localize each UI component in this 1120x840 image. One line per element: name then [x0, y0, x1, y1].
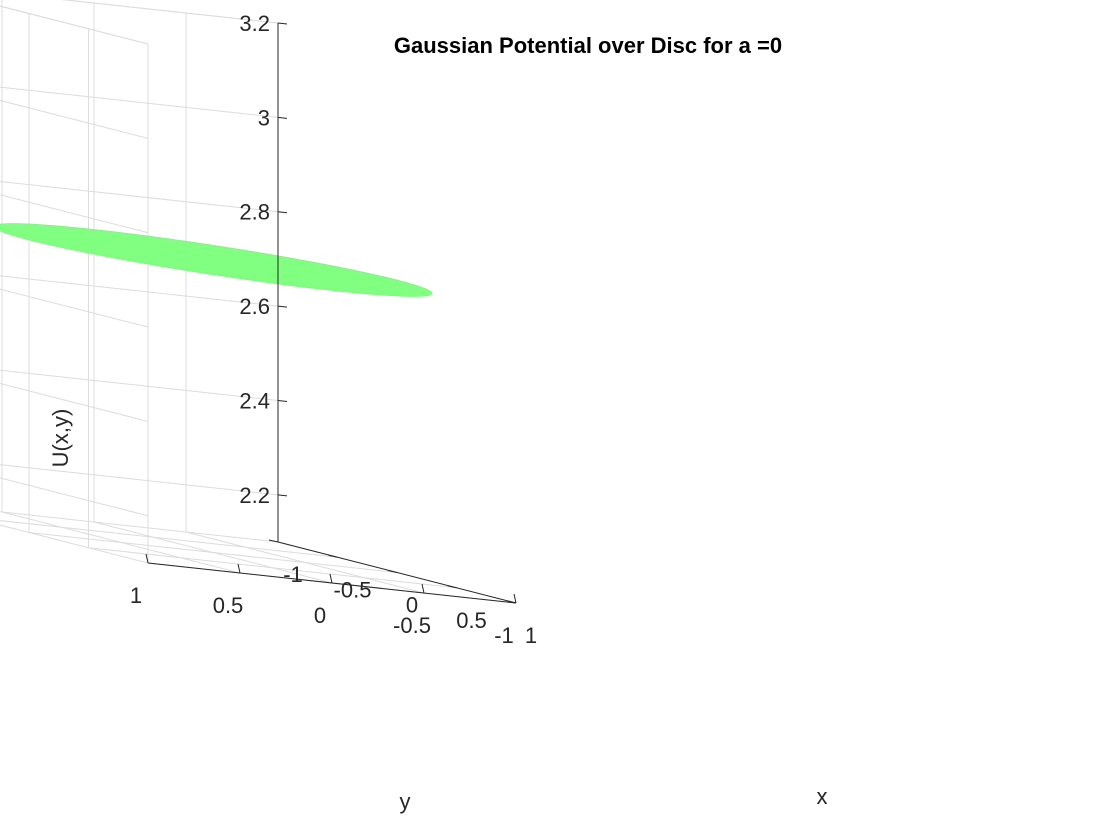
y-tick-label: 0: [314, 603, 326, 628]
grid-line: [0, 464, 279, 496]
grid-line: [0, 275, 279, 307]
grid-line: [0, 86, 279, 118]
y-tick-mark: [237, 563, 241, 574]
surface-layer: [0, 223, 433, 297]
grid-lines: [0, 0, 517, 604]
grid-line: [0, 288, 149, 328]
z-tick-mark: [277, 494, 288, 497]
box-edge: [61, 0, 279, 24]
z-tick-label: 2.2: [239, 483, 270, 508]
z-tick-mark: [277, 399, 288, 402]
x-tick-label: -0.5: [334, 577, 372, 602]
grid-line: [0, 477, 149, 517]
y-tick-label: 0.5: [213, 593, 244, 618]
surface-disc: [0, 223, 433, 297]
x-tick-mark: [447, 585, 457, 589]
box-edge: [0, 5, 149, 45]
y-tick-label: 1: [130, 583, 142, 608]
z-tick-mark: [277, 22, 288, 25]
z-tick-label: 3: [258, 105, 270, 130]
y-tick-label: -0.5: [393, 613, 431, 638]
z-axis-label: U(x,y): [48, 409, 73, 468]
x-tick-mark: [387, 570, 398, 573]
grid-line: [0, 383, 149, 422]
grid-line: [0, 524, 149, 564]
grid-line: [0, 99, 149, 139]
chart-title: Gaussian Potential over Disc for a =0: [394, 33, 782, 58]
y-tick-mark: [421, 583, 425, 594]
surface-mesh: [11, 226, 415, 294]
y-tick-mark: [513, 593, 517, 604]
y-tick-label: -1: [494, 623, 514, 648]
grid-line: [0, 194, 149, 234]
z-tick-mark: [277, 305, 288, 308]
z-tick-mark: [277, 211, 288, 214]
x-tick-label: -1: [283, 562, 303, 587]
z-tick-label: 2.6: [239, 294, 270, 319]
x-tick-label: 0: [406, 593, 418, 618]
z-tick-label: 2.4: [239, 388, 270, 413]
y-tick-mark: [145, 553, 149, 564]
grid-line: [0, 181, 279, 213]
z-tick-label: 2.8: [239, 200, 270, 225]
grid-line: [61, 0, 279, 24]
grid-line: [1, 511, 241, 574]
y-axis-label: y: [400, 789, 411, 814]
axes-layer: [145, 22, 517, 604]
grid-line: [185, 531, 425, 594]
x-tick-label: 0.5: [456, 608, 487, 633]
z-tick-label: 3.2: [239, 11, 270, 36]
x-tick-mark: [268, 539, 279, 543]
z-tick-mark: [277, 116, 288, 119]
y-tick-mark: [329, 573, 333, 584]
grid-line: [0, 369, 279, 401]
x-axis-label: x: [817, 784, 828, 809]
grid-line: [93, 521, 333, 584]
x-tick-mark: [328, 554, 338, 558]
x-tick-label: 1: [525, 623, 537, 648]
x-tick-mark: [506, 600, 517, 604]
tick-labels: 2.22.42.62.833.2-1-0.500.51-1-0.500.51: [130, 11, 537, 648]
grid-line: [0, 520, 338, 558]
